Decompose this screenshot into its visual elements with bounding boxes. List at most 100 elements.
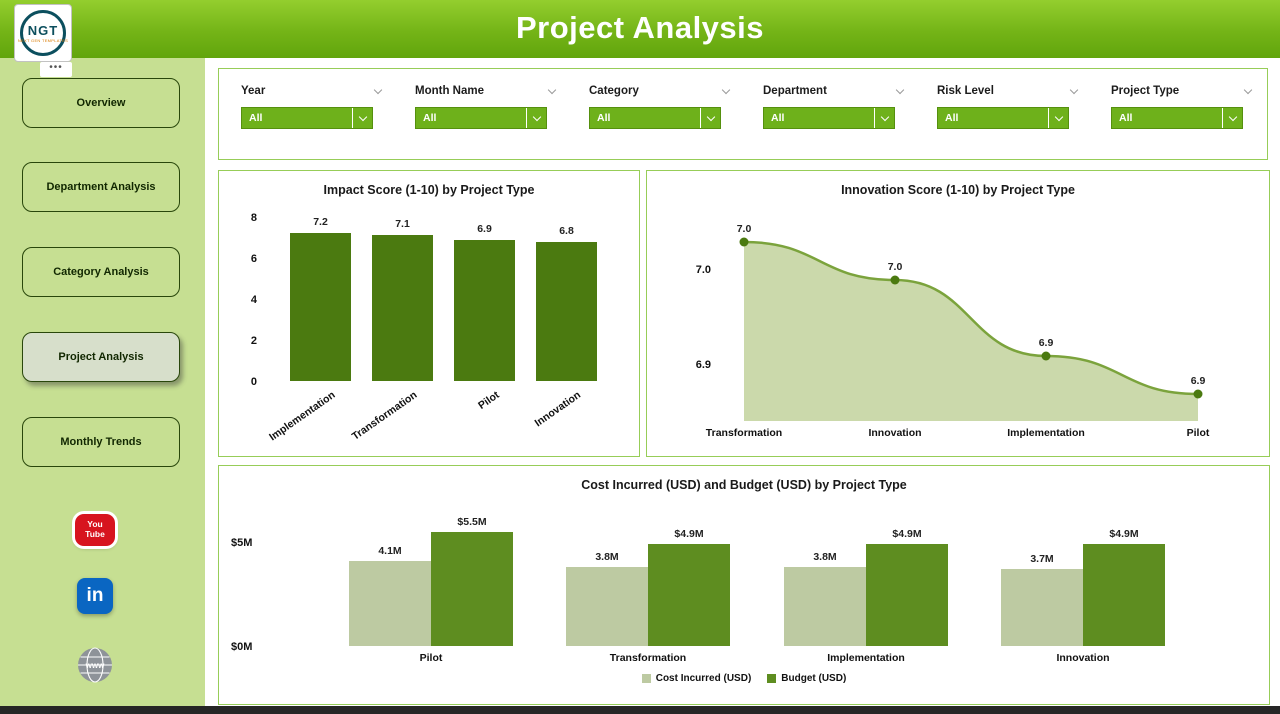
- x-axis-label: Innovation: [533, 389, 584, 430]
- impact-bar-innovation[interactable]: [536, 242, 597, 381]
- x-axis-label: Implementation: [827, 652, 905, 664]
- data-label: 3.7M: [1030, 553, 1054, 565]
- trend-line: [743, 240, 1199, 396]
- legend-item: Cost Incurred (USD): [641, 673, 752, 684]
- x-axis-label: Transformation: [349, 389, 420, 443]
- data-point-implementation[interactable]: [1041, 351, 1051, 361]
- window-bottom-edge: [0, 706, 1280, 714]
- filter-year-dropdown[interactable]: All: [241, 107, 373, 129]
- filter-project-type: Project Type All: [1111, 85, 1261, 129]
- legend-label: Cost Incurred (USD): [655, 673, 752, 684]
- filter-panel: Year All Month Name All Category: [218, 68, 1268, 160]
- chevron-down-icon: [721, 85, 731, 94]
- sidebar-item-monthly-trends[interactable]: Monthly Trends: [22, 417, 180, 467]
- y-axis-tick: 6.9: [695, 358, 711, 371]
- dropdown-chevron-icon: [874, 108, 894, 128]
- budget-bar-innovation[interactable]: [1083, 544, 1165, 646]
- header: Project Analysis: [0, 0, 1280, 58]
- data-point-pilot[interactable]: [1193, 389, 1203, 399]
- filter-risk-label: Risk Level: [937, 85, 1079, 97]
- y-axis-tick: $0M: [231, 641, 253, 653]
- data-label: 7.0: [887, 261, 903, 273]
- filter-month-label: Month Name: [415, 85, 557, 97]
- filter-year-label: Year: [241, 85, 383, 97]
- budget-bar-pilot[interactable]: [431, 532, 513, 646]
- x-axis-label: Innovation: [1056, 652, 1110, 664]
- y-axis: 0 2 4 6 8: [233, 212, 257, 388]
- logo-circle: NGT NEXT GEN TEMPLATES: [17, 10, 69, 56]
- impact-bar-implementation[interactable]: [290, 233, 351, 381]
- globe-icon-text: www: [85, 661, 105, 670]
- x-axis-label: Pilot: [419, 652, 443, 664]
- innovation-area-plot: [739, 237, 1203, 421]
- cost-bar-plot: 4.1M $5.5M 3.8M $4.9M 3.8M $4.9M 3.7M $4.9M: [219, 506, 1271, 646]
- y-axis: $5M $0M: [231, 506, 271, 653]
- data-point-innovation[interactable]: [890, 275, 900, 285]
- data-label: 6.8: [559, 225, 574, 237]
- cost-bar-innovation[interactable]: [1001, 569, 1083, 646]
- y-axis-tick: 6: [250, 253, 257, 265]
- cost-bar-implementation[interactable]: [784, 567, 866, 646]
- chevron-down-icon: [373, 85, 383, 94]
- sidebar-item-overview[interactable]: Overview: [22, 78, 180, 128]
- website-globe-icon[interactable]: www: [77, 647, 113, 683]
- youtube-icon[interactable]: You Tube: [75, 514, 115, 546]
- sidebar-item-department-analysis[interactable]: Department Analysis: [22, 162, 180, 212]
- x-axis-label: Implementation: [266, 389, 338, 444]
- dropdown-chevron-icon: [352, 108, 372, 128]
- chevron-down-icon: [895, 85, 905, 94]
- filter-project-type-dropdown[interactable]: All: [1111, 107, 1243, 129]
- y-axis-tick: 0: [250, 376, 257, 388]
- data-label: 7.1: [395, 218, 410, 230]
- y-axis-tick: 2: [250, 335, 257, 347]
- legend-swatch: [767, 674, 777, 683]
- data-label: 7.2: [313, 216, 328, 228]
- filter-category: Category All: [589, 85, 739, 129]
- data-label: 3.8M: [813, 551, 837, 563]
- cost-budget-chart-card: Cost Incurred (USD) and Budget (USD) by …: [218, 465, 1270, 705]
- data-label: $5.5M: [457, 516, 487, 528]
- menu-dots-button[interactable]: •••: [40, 62, 72, 77]
- cost-bar-pilot[interactable]: [349, 561, 431, 646]
- y-axis-tick: 4: [250, 294, 257, 306]
- y-axis-tick: 7.0: [695, 263, 711, 276]
- area-fill: [744, 242, 1198, 421]
- filter-category-dropdown[interactable]: All: [589, 107, 721, 129]
- budget-bar-implementation[interactable]: [866, 544, 948, 646]
- app-logo: NGT NEXT GEN TEMPLATES: [14, 4, 72, 62]
- data-label: 3.8M: [595, 551, 619, 563]
- sidebar-item-category-analysis[interactable]: Category Analysis: [22, 247, 180, 297]
- impact-score-chart-card: Impact Score (1-10) by Project Type 0 2 4 6…: [218, 170, 640, 457]
- cost-bar-transformation[interactable]: [566, 567, 648, 646]
- youtube-icon-text: You: [87, 519, 103, 530]
- dropdown-chevron-icon: [526, 108, 546, 128]
- sidebar-item-project-analysis[interactable]: Project Analysis: [22, 332, 180, 382]
- chart-title: Innovation Score (1-10) by Project Type: [841, 183, 1075, 197]
- data-label: 6.9: [1038, 337, 1054, 349]
- linkedin-icon[interactable]: in: [77, 578, 113, 614]
- filter-risk-level: Risk Level All: [937, 85, 1087, 129]
- data-label: 4.1M: [378, 545, 402, 557]
- legend-swatch: [641, 674, 651, 683]
- data-label: $4.9M: [674, 528, 704, 540]
- youtube-icon-text2: Tube: [85, 529, 105, 539]
- filter-risk-dropdown[interactable]: All: [937, 107, 1069, 129]
- filter-month-dropdown[interactable]: All: [415, 107, 547, 129]
- filter-department-dropdown[interactable]: All: [763, 107, 895, 129]
- data-point-transformation[interactable]: [739, 237, 749, 247]
- dropdown-chevron-icon: [1048, 108, 1068, 128]
- impact-bar-transformation[interactable]: [372, 235, 433, 381]
- chevron-down-icon: [1069, 85, 1079, 94]
- x-axis-label: Innovation: [868, 427, 922, 439]
- filter-project-type-label: Project Type: [1111, 85, 1253, 97]
- sidebar: Overview Department Analysis Category An…: [0, 58, 205, 706]
- x-axis-label: Transformation: [609, 652, 687, 664]
- filter-department: Department All: [763, 85, 913, 129]
- x-axis-label: Pilot: [475, 389, 502, 412]
- impact-bar-pilot[interactable]: [454, 240, 515, 381]
- data-label: 6.9: [477, 223, 492, 235]
- logo-subtext: NEXT GEN TEMPLATES: [17, 38, 69, 43]
- y-axis-tick: $5M: [231, 537, 253, 549]
- filter-department-label: Department: [763, 85, 905, 97]
- budget-bar-transformation[interactable]: [648, 544, 730, 646]
